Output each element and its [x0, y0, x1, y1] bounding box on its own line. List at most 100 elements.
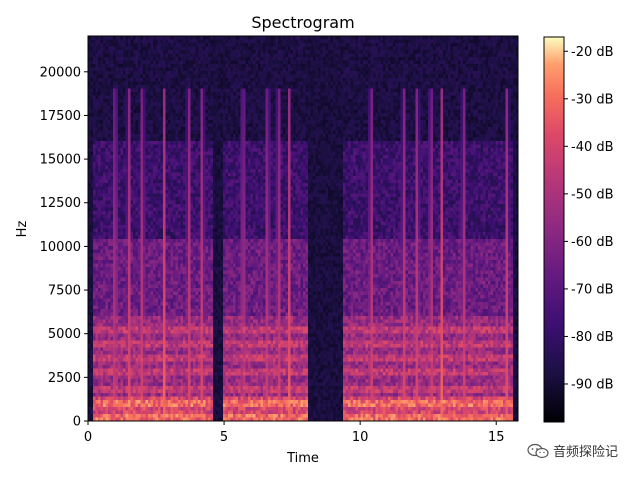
- spectrogram-cell: [178, 347, 181, 352]
- spectrogram-cell: [115, 281, 119, 285]
- spectrogram-cell: [173, 186, 176, 191]
- spectrogram-cell: [155, 81, 159, 86]
- spectrogram-cell: [175, 225, 179, 229]
- spectrogram-cell: [128, 123, 131, 128]
- spectrogram-cell: [193, 169, 196, 173]
- spectrogram-cell: [173, 116, 176, 121]
- spectrogram-cell: [178, 78, 181, 82]
- spectrogram-cell: [95, 134, 99, 138]
- spectrogram-cell: [110, 137, 114, 142]
- spectrogram-cell: [93, 351, 96, 355]
- spectrogram-cell: [165, 169, 169, 173]
- spectrogram-cell: [188, 295, 191, 299]
- spectrogram-cell: [120, 123, 124, 128]
- spectrogram-cell: [160, 274, 164, 278]
- spectrogram-cell: [118, 113, 121, 117]
- spectrogram-cell: [178, 400, 181, 404]
- spectrogram-cell: [165, 106, 169, 110]
- spectrogram-cell: [188, 67, 191, 72]
- spectrogram-cell: [113, 85, 116, 89]
- spectrogram-cell: [193, 221, 196, 226]
- spectrogram-cell: [88, 137, 91, 142]
- spectrogram-cell: [120, 176, 124, 180]
- spectrogram-cell: [108, 162, 111, 166]
- spectrogram-cell: [155, 218, 159, 222]
- spectrogram-cell: [168, 169, 171, 173]
- spectrogram-cell: [100, 361, 104, 366]
- spectrogram-cell: [143, 67, 146, 72]
- spectrogram-cell: [98, 200, 101, 205]
- spectrogram-cell: [133, 99, 136, 103]
- spectrogram-cell: [123, 330, 126, 334]
- spectrogram-cell: [88, 410, 91, 415]
- spectrogram-cell: [150, 274, 154, 278]
- spectrogram-cell: [163, 302, 166, 306]
- spectrogram-cell: [160, 291, 164, 296]
- spectrogram-cell: [138, 123, 141, 128]
- spectrogram-cell: [148, 78, 151, 82]
- spectrogram-cell: [193, 375, 196, 380]
- spectrogram-cell: [185, 53, 189, 58]
- spectrogram-cell: [135, 116, 139, 121]
- spectrogram-cell: [108, 144, 111, 149]
- spectrogram-cell: [175, 414, 179, 418]
- spectrogram-cell: [195, 242, 199, 247]
- spectrogram-cell: [105, 288, 109, 292]
- spectrogram-cell: [110, 232, 114, 236]
- spectrogram-cell: [88, 141, 91, 145]
- spectrogram-cell: [115, 137, 119, 142]
- spectrogram-cell: [188, 291, 191, 296]
- spectrogram-cell: [160, 81, 164, 86]
- spectrogram-cell: [138, 46, 141, 51]
- spectrogram-cell: [183, 60, 186, 65]
- spectrogram-cell: [125, 123, 129, 128]
- spectrogram-cell: [193, 267, 196, 271]
- spectrogram-cell: [140, 134, 144, 138]
- spectrogram-cell: [165, 340, 169, 345]
- spectrogram-cell: [88, 340, 91, 345]
- spectrogram-cell: [160, 368, 164, 373]
- spectrogram-cell: [143, 260, 146, 264]
- spectrogram-cell: [160, 400, 164, 404]
- spectrogram-cell: [198, 417, 201, 422]
- spectrogram-cell: [93, 400, 96, 404]
- spectrogram-cell: [170, 165, 174, 170]
- spectrogram-cell: [158, 389, 161, 394]
- spectrogram-cell: [103, 92, 106, 96]
- spectrogram-cell: [153, 333, 156, 338]
- spectrogram-cell: [188, 81, 191, 86]
- spectrogram-cell: [173, 53, 176, 58]
- spectrogram-cell: [158, 204, 161, 208]
- spectrogram-cell: [120, 109, 124, 114]
- spectrogram-cell: [115, 204, 119, 208]
- spectrogram-cell: [185, 221, 189, 226]
- spectrogram-cell: [148, 389, 151, 394]
- spectrogram-cell: [180, 400, 184, 404]
- spectrogram-cell: [95, 46, 99, 51]
- spectrogram-cell: [108, 316, 111, 320]
- spectrogram-cell: [115, 309, 119, 313]
- spectrogram-cell: [163, 221, 166, 226]
- spectrogram-cell: [138, 351, 141, 355]
- spectrogram-cell: [170, 99, 174, 103]
- spectrogram-cell: [155, 386, 159, 390]
- spectrogram-cell: [118, 253, 121, 257]
- spectrogram-cell: [150, 302, 154, 306]
- spectrogram-cell: [175, 127, 179, 131]
- spectrogram-cell: [193, 36, 196, 40]
- spectrogram-cell: [138, 53, 141, 58]
- spectrogram-cell: [118, 235, 121, 240]
- spectrogram-cell: [125, 372, 129, 376]
- spectrogram-cell: [135, 403, 139, 408]
- spectrogram-cell: [140, 414, 144, 418]
- spectrogram-cell: [188, 312, 191, 317]
- spectrogram-cell: [193, 179, 196, 184]
- spectrogram-cell: [120, 396, 124, 401]
- spectrogram-cell: [175, 39, 179, 44]
- spectrogram-cell: [168, 365, 171, 369]
- spectrogram-cell: [115, 277, 119, 282]
- spectrogram-cell: [165, 144, 169, 149]
- spectrogram-cell: [155, 410, 159, 415]
- spectrogram-cell: [133, 148, 136, 152]
- spectrogram-cell: [138, 193, 141, 198]
